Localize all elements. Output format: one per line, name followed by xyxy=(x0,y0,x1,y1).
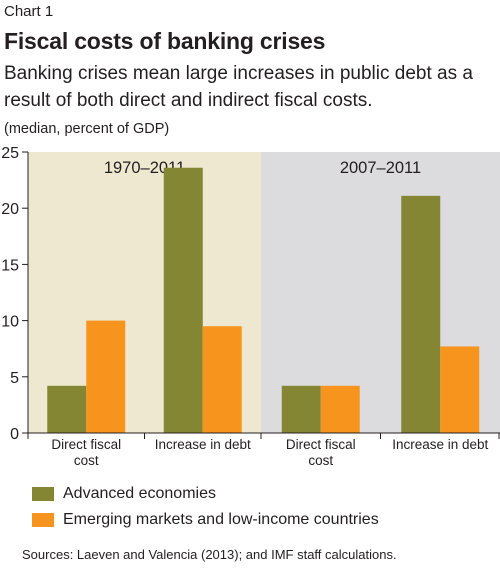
bar-emerging xyxy=(440,346,480,433)
x-category-label: Direct fiscal cost xyxy=(286,437,356,468)
y-tick-label: 15 xyxy=(1,257,19,274)
y-tick-label: 10 xyxy=(1,314,19,331)
legend-label-emerging: Emerging markets and low-income countrie… xyxy=(63,511,379,528)
legend-item-emerging: Emerging markets and low-income countrie… xyxy=(32,510,379,530)
bar-advanced xyxy=(163,167,203,433)
chart-units: (median, percent of GDP) xyxy=(4,121,170,137)
y-tick-label: 0 xyxy=(10,426,19,443)
legend-swatch-advanced xyxy=(32,487,54,501)
x-category-label: Increase in debt xyxy=(155,437,251,452)
y-tick-label: 20 xyxy=(1,201,19,218)
x-category-label: Direct fiscal cost xyxy=(51,437,121,468)
chart-title: Fiscal costs of banking crises xyxy=(4,28,326,54)
bar-advanced xyxy=(281,385,321,433)
source-note: Sources: Laeven and Valencia (2013); and… xyxy=(22,547,397,562)
bar-advanced xyxy=(401,195,441,433)
y-tick-label: 25 xyxy=(1,145,19,162)
bar-emerging xyxy=(202,326,242,433)
bar-emerging xyxy=(86,320,126,433)
chart-label: Chart 1 xyxy=(4,3,54,20)
chart-subtitle: Banking crises mean large increases in p… xyxy=(4,63,473,111)
legend-swatch-emerging xyxy=(32,513,54,527)
bar-emerging xyxy=(320,385,360,433)
legend-label-advanced: Advanced economies xyxy=(63,485,216,502)
panel-title-2: 2007–2011 xyxy=(340,159,421,177)
legend-item-advanced: Advanced economies xyxy=(32,484,216,504)
bar-advanced xyxy=(47,385,87,433)
x-category-label: Increase in debt xyxy=(392,437,488,452)
y-tick-label: 5 xyxy=(10,370,19,387)
